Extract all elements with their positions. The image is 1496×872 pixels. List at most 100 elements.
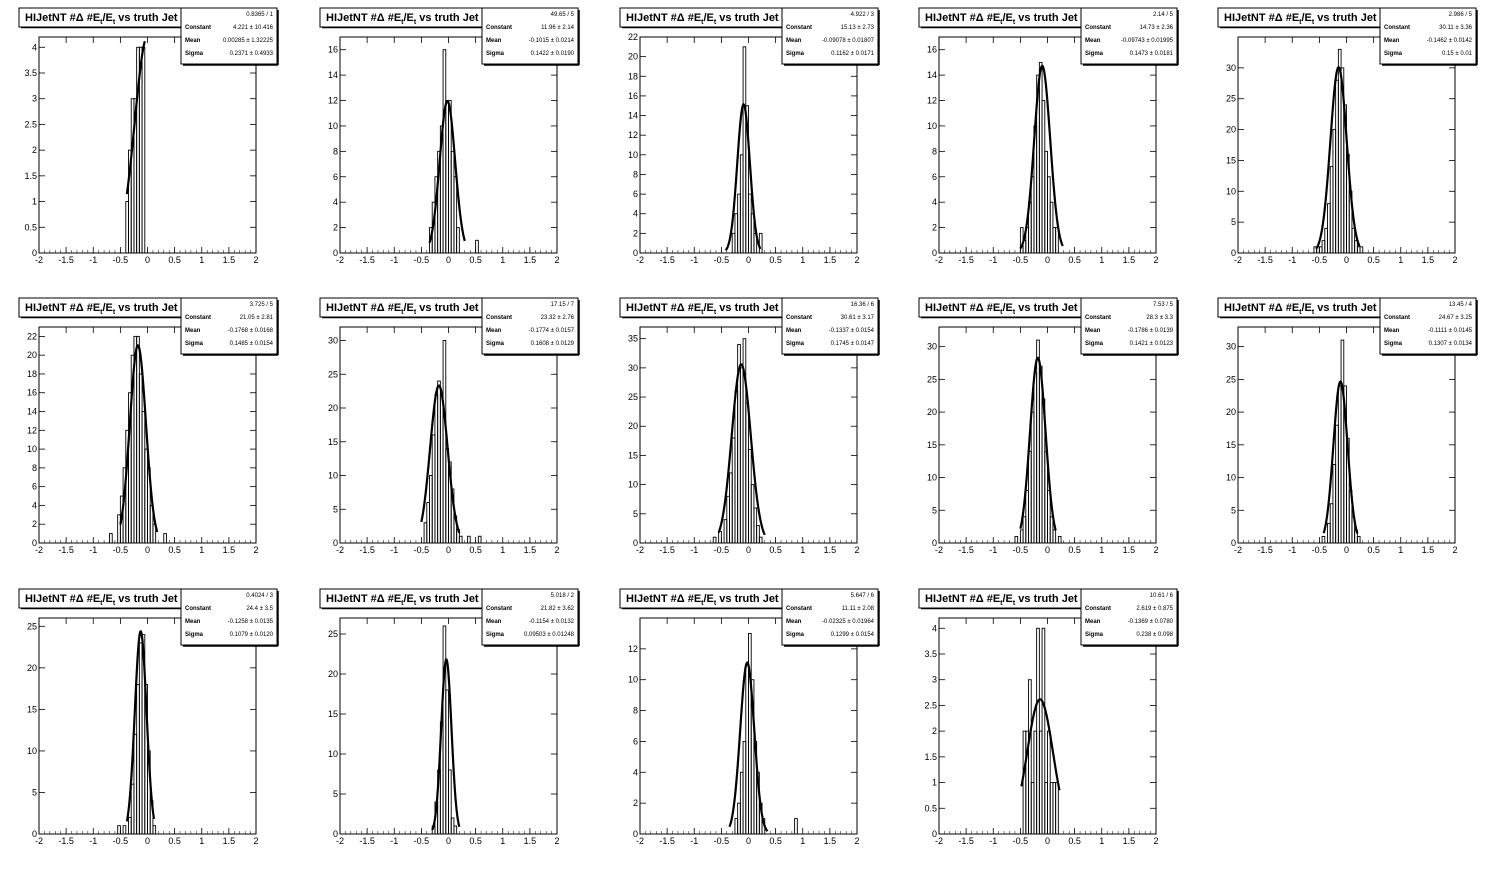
fit-stats-box: 5.018 / 2 Constant 21.82 ± 3.62 Mean -0.1154… <box>481 588 580 647</box>
title-subscript: t <box>401 600 404 607</box>
histogram-bin <box>1057 536 1062 544</box>
gaussian-fit-curve <box>1322 380 1359 534</box>
stats-label: Constant <box>786 315 812 321</box>
x-tick-label: 2 <box>253 255 258 265</box>
x-tick-label: 0 <box>1344 545 1349 555</box>
y-tick-label: 4 <box>333 197 338 207</box>
y-tick-label: 2.5 <box>924 700 937 710</box>
x-tick-label: 0.5 <box>168 545 181 555</box>
y-tick-label: 0 <box>932 829 937 839</box>
x-tick-label: -1.5 <box>359 255 375 265</box>
x-tick-label: -1.5 <box>958 255 974 265</box>
x-tick-label: 1.5 <box>524 255 537 265</box>
title-text: HIJetNT #Δ #Et/Et vs truth Jet #ta <box>925 302 1097 316</box>
stats-frame <box>1080 297 1178 355</box>
stats-value: 0.1162 ± 0.0171 <box>831 51 875 57</box>
y-tick-label: 0 <box>633 248 638 258</box>
stats-value: 0.09503 ± 0.01248 <box>524 632 575 638</box>
y-tick-label: 5 <box>932 505 937 515</box>
y-tick-label: 2 <box>333 223 338 233</box>
y-tick-label: 30 <box>927 342 937 352</box>
x-tick-label: 1.5 <box>223 545 236 555</box>
y-tick-label: 14 <box>27 407 37 417</box>
gaussian-fit-curve <box>728 660 769 832</box>
histogram-panel-8: -2 -1.5 -1 -0.5 0 0.5 1 1.5 205101520253035HIJet… <box>619 297 880 555</box>
y-tick-label: 12 <box>328 96 338 106</box>
x-tick-label: -1.5 <box>958 836 974 846</box>
histogram-bin <box>122 825 127 835</box>
title-subscript: t <box>1000 309 1003 316</box>
panel-title: HIJetNT #Δ #Et/Et vs truth Jet #ta <box>918 588 1129 610</box>
x-tick-label: -1.5 <box>359 545 375 555</box>
x-tick-label: 1.5 <box>1123 255 1136 265</box>
title-subscript: t <box>1299 309 1302 316</box>
x-tick-label: 1.5 <box>1123 836 1136 846</box>
x-tick-label: 0 <box>1045 836 1050 846</box>
histogram-bin <box>117 825 121 835</box>
stats-label: Mean <box>185 38 201 44</box>
panel-title: HIJetNT #Δ #Et/Et vs truth Jet #ta <box>918 7 1129 29</box>
histogram-bin <box>745 105 749 254</box>
y-tick-label: 0 <box>932 538 937 548</box>
stats-frame <box>1379 7 1477 65</box>
x-tick-label: -1.5 <box>58 255 74 265</box>
y-tick-label: 35 <box>628 334 638 344</box>
gaussian-fit-curve <box>420 384 461 534</box>
gaussian-fit-curve <box>125 630 156 822</box>
histogram-bin <box>758 536 763 544</box>
x-tick-label: -0.5 <box>414 836 430 846</box>
y-tick-label: 16 <box>328 45 338 55</box>
title-span: HIJetNT #Δ #E <box>1224 12 1299 24</box>
x-tick-label: -1 <box>989 545 997 555</box>
stats-label: Mean <box>1085 328 1101 334</box>
title-span: /E <box>704 593 714 605</box>
stats-label: Sigma <box>786 632 805 638</box>
title-text: HIJetNT #Δ #Et/Et vs truth Jet #ta <box>326 12 498 26</box>
y-tick-label: 18 <box>628 71 638 81</box>
stats-value: 28.3 ± 3.3 <box>1146 315 1173 321</box>
title-text: HIJetNT #Δ #Et/Et vs truth Jet #ta <box>925 593 1097 607</box>
title-span: /E <box>704 12 714 24</box>
y-tick-label: 20 <box>927 407 937 417</box>
x-tick-label: 2 <box>854 255 859 265</box>
y-tick-label: 20 <box>328 669 338 679</box>
stats-label: Constant <box>1085 606 1111 612</box>
stats-label: Sigma <box>185 632 204 638</box>
title-subscript: t <box>1013 309 1016 316</box>
x-tick-label: 0 <box>446 836 451 846</box>
stats-value: 0.1745 ± 0.0147 <box>831 341 875 347</box>
stats-frame <box>180 297 278 355</box>
stats-chi2: 10.61 / 6 <box>1150 593 1174 599</box>
y-tick-label: 25 <box>27 621 37 631</box>
y-tick-label: 10 <box>628 150 638 160</box>
title-subscript: t <box>401 309 404 316</box>
x-tick-label: 2 <box>554 255 559 265</box>
stats-frame <box>180 588 278 646</box>
y-tick-label: 3.5 <box>924 649 937 659</box>
y-tick-label: 18 <box>27 369 37 379</box>
x-tick-label: -1 <box>690 836 698 846</box>
title-subscript: t <box>113 19 116 26</box>
x-tick-label: 1 <box>1398 545 1403 555</box>
stats-label: Sigma <box>1384 51 1403 57</box>
title-span: /E <box>103 302 113 314</box>
title-subscript: t <box>100 600 103 607</box>
y-tick-label: 4 <box>633 209 638 219</box>
y-tick-label: 6 <box>633 736 638 746</box>
x-tick-label: 1 <box>1099 545 1104 555</box>
x-tick-label: -1.5 <box>659 836 675 846</box>
stats-value: 0.238 ± 0.098 <box>1136 632 1173 638</box>
fit-stats-box: 16.36 / 6 Constant 30.61 ± 3.17 Mean -0.1337… <box>781 297 880 356</box>
x-tick-label: 0 <box>746 836 751 846</box>
stats-frame <box>1379 297 1477 355</box>
gaussian-fit-curve <box>717 363 766 536</box>
x-tick-label: -0.5 <box>414 255 430 265</box>
title-span: HIJetNT #Δ #E <box>925 12 1000 24</box>
gaussian-fit-curve <box>1020 698 1061 791</box>
title-span: vs truth Jet #ta <box>1015 593 1097 605</box>
x-tick-label: -2 <box>336 836 344 846</box>
x-tick-label: 0.5 <box>1068 255 1081 265</box>
x-tick-label: -0.5 <box>1013 545 1029 555</box>
title-subscript: t <box>414 309 417 316</box>
stats-value: 0.1422 ± 0.0190 <box>531 51 575 57</box>
